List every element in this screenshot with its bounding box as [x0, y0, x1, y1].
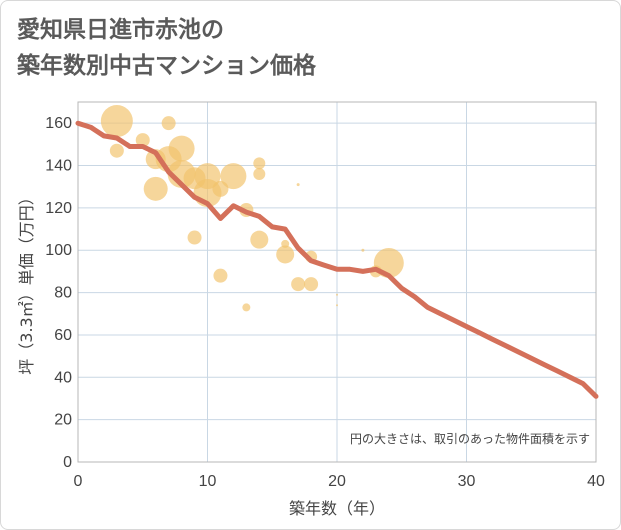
- bubble: [213, 268, 228, 283]
- y-tick-label: 80: [54, 285, 72, 302]
- bubble: [304, 277, 319, 292]
- y-tick-label: 160: [45, 115, 72, 132]
- bubble: [143, 176, 168, 201]
- bubble: [161, 116, 176, 131]
- bubble-size-note: 円の大きさは、取引のあった物件面積を示す: [350, 431, 590, 446]
- y-axis-label: 坪（3.3㎡）単価（万円）: [17, 189, 36, 374]
- bubble: [250, 230, 269, 249]
- x-tick-label: 10: [199, 473, 217, 490]
- bubble: [242, 303, 251, 312]
- x-axis-label: 築年数（年）: [289, 499, 385, 518]
- bubble: [296, 183, 300, 187]
- bubble: [291, 277, 306, 292]
- chart-title-line1: 愛知県日進市赤池の: [17, 17, 224, 43]
- bubble: [253, 168, 266, 180]
- y-tick-label: 60: [54, 327, 72, 344]
- plot-border: [77, 101, 597, 463]
- bubble: [135, 133, 150, 148]
- y-tick-label: 0: [63, 454, 72, 471]
- bubble: [336, 293, 338, 296]
- y-tick-label: 20: [54, 412, 72, 429]
- y-tick-label: 120: [45, 200, 72, 217]
- bubble: [187, 230, 202, 245]
- bubble: [168, 135, 195, 162]
- y-tick-label: 40: [54, 369, 72, 386]
- y-tick-label: 140: [45, 158, 72, 175]
- x-axis-ticks: 0 10 20 30 40: [74, 473, 605, 490]
- y-axis-ticks: 0 20 40 60 80 100 120 140 160: [45, 115, 72, 471]
- bubble: [281, 239, 290, 248]
- bubble-layer: [100, 105, 404, 312]
- chart-title-line2: 築年数別中古マンション価格: [17, 53, 316, 79]
- bubble: [253, 157, 266, 170]
- y-tick-label: 100: [45, 242, 72, 259]
- x-tick-label: 40: [587, 473, 605, 490]
- bubble: [361, 248, 365, 252]
- x-tick-label: 0: [74, 473, 83, 490]
- chart-title: 愛知県日進市赤池の 築年数別中古マンション価格: [17, 12, 597, 84]
- bubble: [220, 163, 247, 190]
- bubble: [109, 143, 124, 158]
- bubble: [276, 245, 295, 264]
- x-tick-label: 30: [458, 473, 476, 490]
- bubble: [100, 105, 133, 138]
- trend-line: [75, 120, 599, 399]
- x-tick-label: 20: [328, 473, 346, 490]
- bubble: [336, 304, 338, 307]
